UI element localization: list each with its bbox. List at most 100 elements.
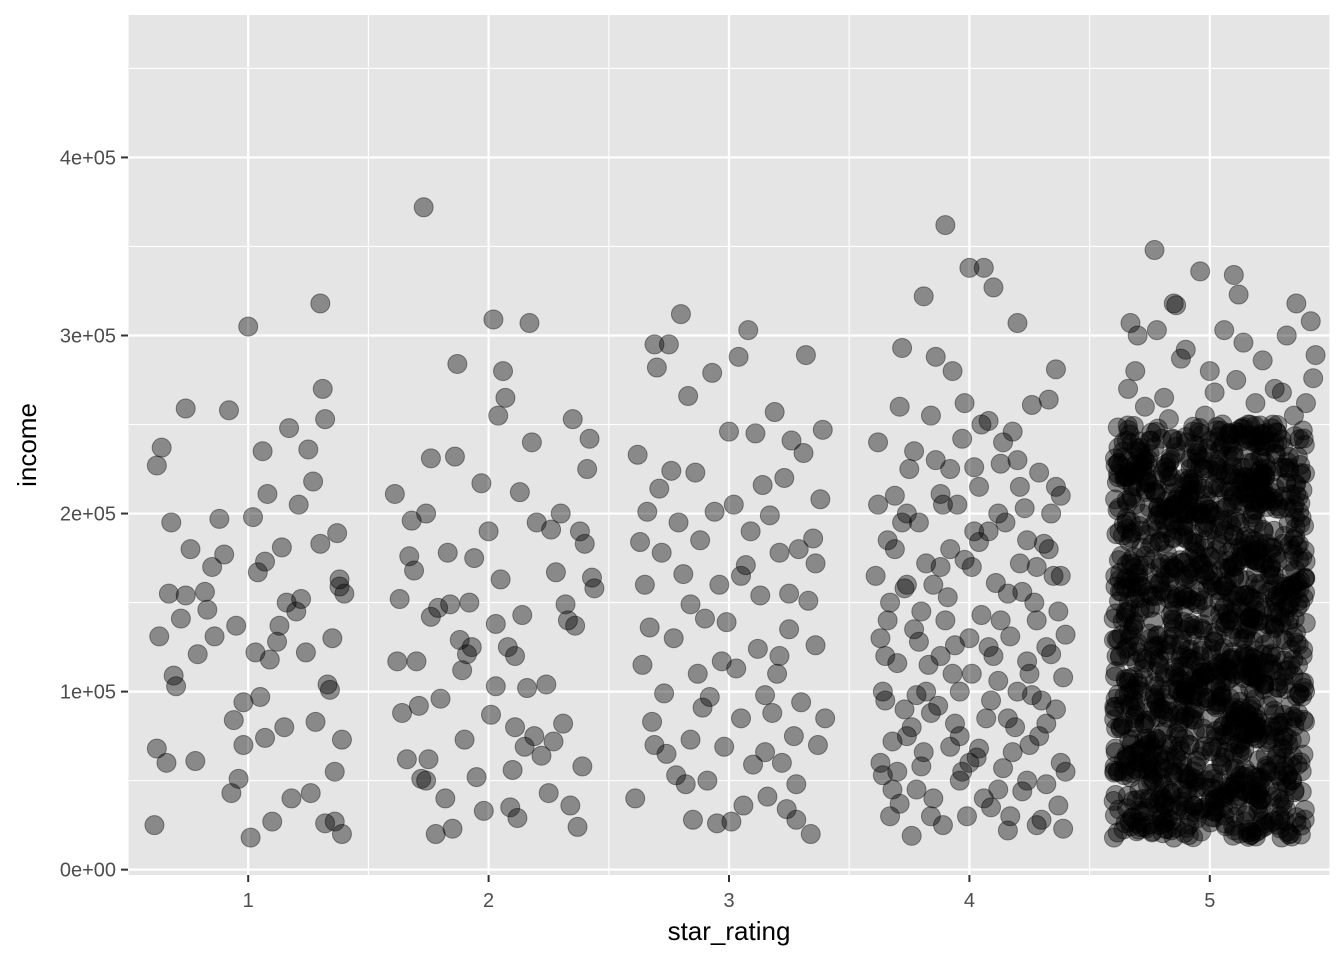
data-point (1152, 699, 1173, 720)
data-point (1230, 479, 1251, 500)
data-point (1253, 521, 1274, 542)
data-point (1238, 646, 1259, 667)
data-point (1239, 607, 1260, 628)
data-point (1210, 686, 1231, 707)
data-point (1295, 568, 1316, 589)
data-point (1192, 553, 1213, 574)
data-point (161, 512, 182, 533)
data-point (1196, 688, 1217, 709)
data-point (1194, 458, 1215, 479)
data-point (1245, 600, 1266, 621)
data-point (1247, 650, 1268, 671)
data-point (1168, 486, 1189, 507)
data-point (557, 610, 578, 631)
data-point (1206, 539, 1227, 560)
data-point (1251, 538, 1272, 559)
data-point (1217, 496, 1238, 517)
data-points (144, 197, 1326, 848)
data-point (512, 605, 533, 626)
data-point (1276, 594, 1297, 615)
data-point (892, 337, 913, 358)
data-point (1256, 533, 1277, 554)
data-point (1177, 677, 1198, 698)
data-point (1132, 759, 1153, 780)
data-point (1181, 590, 1202, 611)
data-point (1120, 527, 1141, 548)
data-point (180, 539, 201, 560)
data-point (243, 507, 264, 528)
data-point (675, 774, 696, 795)
data-point (1275, 679, 1296, 700)
data-point (1270, 587, 1291, 608)
data-point (1224, 758, 1245, 779)
data-point (478, 521, 499, 542)
data-point (1233, 730, 1254, 751)
data-point (1179, 469, 1200, 490)
data-point (1282, 770, 1303, 791)
data-point (1252, 552, 1273, 573)
data-point (1236, 487, 1257, 508)
data-point (1274, 525, 1295, 546)
data-point (1007, 450, 1028, 471)
data-point (1140, 585, 1161, 606)
data-point (1161, 466, 1182, 487)
data-point (1172, 693, 1193, 714)
data-point (1116, 671, 1137, 692)
data-point (1186, 533, 1207, 554)
data-point (1276, 472, 1297, 493)
data-point (1146, 693, 1167, 714)
data-point (1251, 430, 1272, 451)
data-point (1215, 613, 1236, 634)
data-point (781, 430, 802, 451)
data-point (1162, 555, 1183, 576)
data-point (1245, 550, 1266, 571)
data-point (1137, 582, 1158, 603)
data-point (1249, 712, 1270, 733)
data-point (1235, 708, 1256, 729)
data-point (1209, 579, 1230, 600)
data-point (1192, 662, 1213, 683)
data-point (812, 419, 833, 440)
data-point (735, 555, 756, 576)
data-point (1206, 800, 1227, 821)
data-point (151, 437, 172, 458)
data-point (1156, 456, 1177, 477)
data-point (952, 428, 973, 449)
data-point (521, 432, 542, 453)
data-point (1161, 511, 1182, 532)
data-point (1228, 706, 1249, 727)
data-point (223, 710, 244, 731)
data-point (435, 788, 456, 809)
data-point (1173, 619, 1194, 640)
data-point (1215, 464, 1236, 485)
data-point (1136, 818, 1157, 839)
data-point (1140, 430, 1161, 451)
data-point (1231, 457, 1252, 478)
data-point (1159, 588, 1180, 609)
data-point (1203, 631, 1224, 652)
data-point (776, 799, 797, 820)
data-point (1117, 637, 1138, 658)
data-point (889, 793, 910, 814)
data-point (1177, 568, 1198, 589)
data-point (1208, 549, 1229, 570)
data-point (1170, 550, 1191, 571)
data-point (1185, 592, 1206, 613)
data-point (956, 806, 977, 827)
data-point (1168, 726, 1189, 747)
data-point (1117, 451, 1138, 472)
data-point (1201, 763, 1222, 784)
data-point (1206, 697, 1227, 718)
data-point (1238, 584, 1259, 605)
data-point (269, 615, 290, 636)
data-point (1199, 605, 1220, 626)
data-point (1263, 810, 1284, 831)
data-point (1122, 807, 1143, 828)
data-point (1128, 800, 1149, 821)
data-point (1176, 588, 1197, 609)
data-point (1136, 728, 1157, 749)
data-point (1248, 727, 1269, 748)
data-point (1246, 513, 1267, 534)
data-point (1192, 449, 1213, 470)
data-point (1286, 686, 1307, 707)
